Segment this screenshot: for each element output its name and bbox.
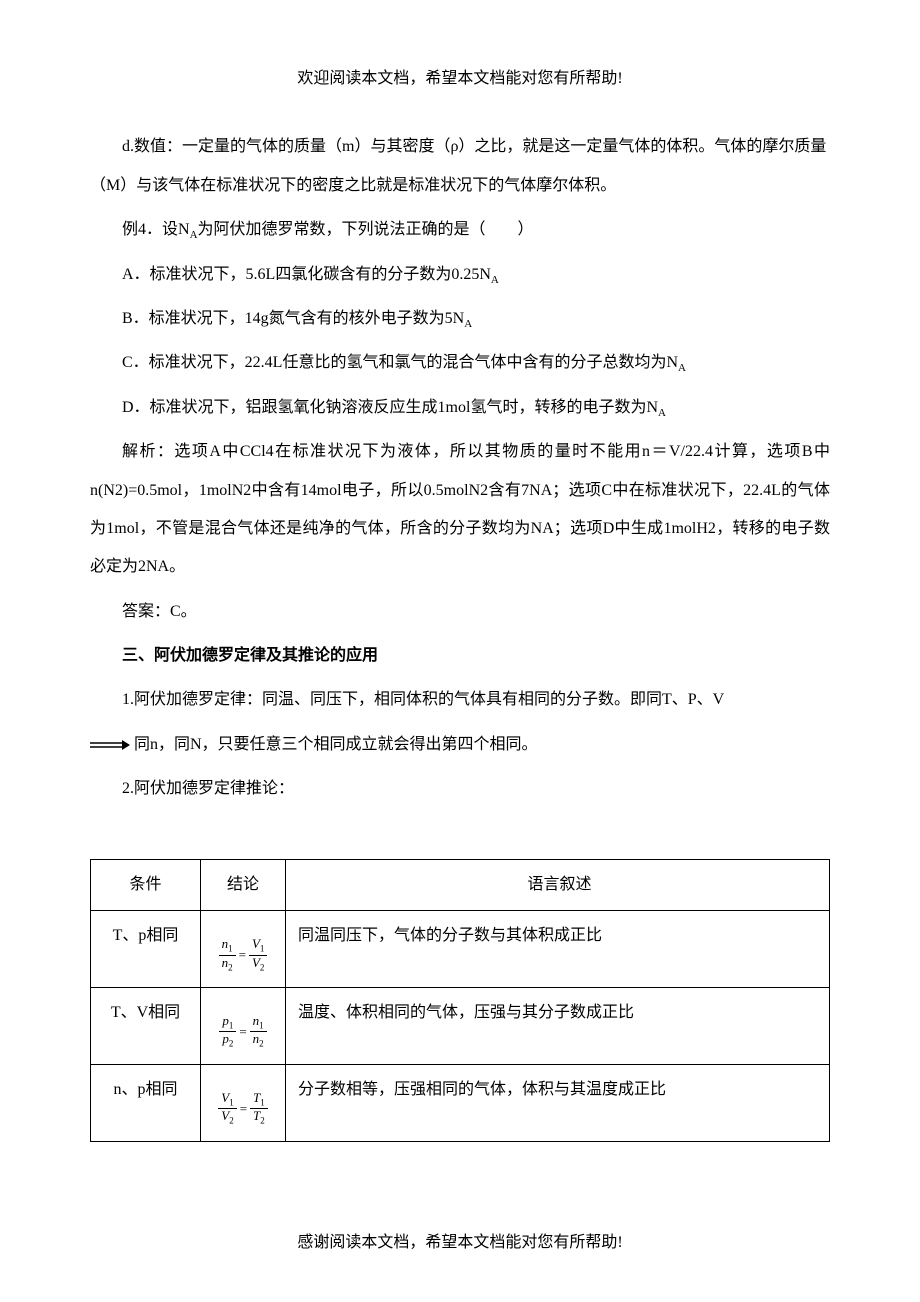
option-a-text: A．标准状况下，5.6L四氯化碳含有的分子数为0.25N [122,266,491,283]
section-3-title: 三、阿伏加德罗定律及其推论的应用 [90,637,830,675]
cell-formula: p1p2=n1n2 [201,988,286,1065]
ex4-pre: 例4．设N [122,221,190,238]
corollary-intro: 2.阿伏加德罗定律推论： [90,770,830,808]
table-row: T、V相同p1p2=n1n2温度、体积相同的气体，压强与其分子数成正比 [91,988,830,1065]
option-a: A．标准状况下，5.6L四氯化碳含有的分子数为0.25NA [90,256,830,294]
footer-note: 感谢阅读本文档，希望本文档能对您有所帮助! [0,1224,920,1262]
ex4-sub: A [190,229,198,241]
header-condition: 条件 [91,859,201,910]
table-row: T、p相同n1n2=V1V2同温同压下，气体的分子数与其体积成正比 [91,911,830,988]
paragraph-d: d.数值：一定量的气体的质量（m）与其密度（ρ）之比，就是这一定量气体的体积。气… [90,128,830,205]
ex4-post: 为阿伏加德罗常数，下列说法正确的是（ ） [198,221,534,238]
arrow-text: 同n，同N，只要任意三个相同成立就会得出第四个相同。 [134,726,538,764]
option-d: D．标准状况下，铝跟氢氧化钠溶液反应生成1mol氢气时，转移的电子数为NA [90,389,830,427]
arrow-icon [90,739,130,751]
cell-formula: V1V2=T1T2 [201,1064,286,1141]
option-c-sub: A [678,363,686,375]
table-header-row: 条件 结论 语言叙述 [91,859,830,910]
example-4: 例4．设NA为阿伏加德罗常数，下列说法正确的是（ ） [90,211,830,249]
option-b-sub: A [464,318,472,330]
option-c-text: C．标准状况下，22.4L任意比的氢气和氯气的混合气体中含有的分子总数均为N [122,354,678,371]
cell-condition: T、V相同 [91,988,201,1065]
option-b-text: B．标准状况下，14g氮气含有的核外电子数为5N [122,310,464,327]
analysis: 解析：选项A中CCl4在标准状况下为液体，所以其物质的量时不能用n＝V/22.4… [90,433,830,587]
arrow-line: 同n，同N，只要任意三个相同成立就会得出第四个相同。 [90,726,830,764]
option-a-sub: A [491,274,499,286]
cell-description: 分子数相等，压强相同的气体，体积与其温度成正比 [286,1064,830,1141]
header-description: 语言叙述 [286,859,830,910]
option-d-sub: A [658,407,666,419]
cell-description: 同温同压下，气体的分子数与其体积成正比 [286,911,830,988]
corollary-table: 条件 结论 语言叙述 T、p相同n1n2=V1V2同温同压下，气体的分子数与其体… [90,859,830,1142]
header-conclusion: 结论 [201,859,286,910]
cell-formula: n1n2=V1V2 [201,911,286,988]
option-d-text: D．标准状况下，铝跟氢氧化钠溶液反应生成1mol氢气时，转移的电子数为N [122,399,658,416]
option-b: B．标准状况下，14g氮气含有的核外电子数为5NA [90,300,830,338]
law-definition: 1.阿伏加德罗定律：同温、同压下，相同体积的气体具有相同的分子数。即同T、P、V [90,681,830,719]
header-note: 欢迎阅读本文档，希望本文档能对您有所帮助! [90,60,830,98]
answer: 答案：C。 [90,593,830,631]
cell-condition: n、p相同 [91,1064,201,1141]
table-row: n、p相同V1V2=T1T2分子数相等，压强相同的气体，体积与其温度成正比 [91,1064,830,1141]
option-c: C．标准状况下，22.4L任意比的氢气和氯气的混合气体中含有的分子总数均为NA [90,344,830,382]
cell-description: 温度、体积相同的气体，压强与其分子数成正比 [286,988,830,1065]
cell-condition: T、p相同 [91,911,201,988]
